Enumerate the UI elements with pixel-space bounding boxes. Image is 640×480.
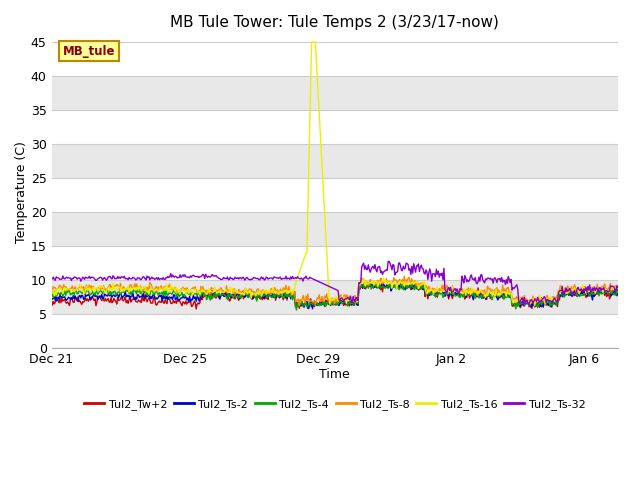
Bar bbox=[51, 144, 618, 178]
Bar bbox=[51, 246, 618, 280]
Bar bbox=[51, 314, 618, 348]
Bar bbox=[51, 110, 618, 144]
Y-axis label: Temperature (C): Temperature (C) bbox=[15, 141, 28, 243]
Bar bbox=[51, 280, 618, 314]
Bar bbox=[51, 76, 618, 110]
X-axis label: Time: Time bbox=[319, 368, 350, 381]
Title: MB Tule Tower: Tule Temps 2 (3/23/17-now): MB Tule Tower: Tule Temps 2 (3/23/17-now… bbox=[170, 15, 499, 30]
Bar bbox=[51, 42, 618, 76]
Bar bbox=[51, 178, 618, 212]
Bar bbox=[51, 212, 618, 246]
Legend: Tul2_Tw+2, Tul2_Ts-2, Tul2_Ts-4, Tul2_Ts-8, Tul2_Ts-16, Tul2_Ts-32: Tul2_Tw+2, Tul2_Ts-2, Tul2_Ts-4, Tul2_Ts… bbox=[80, 395, 590, 414]
Text: MB_tule: MB_tule bbox=[63, 45, 115, 58]
